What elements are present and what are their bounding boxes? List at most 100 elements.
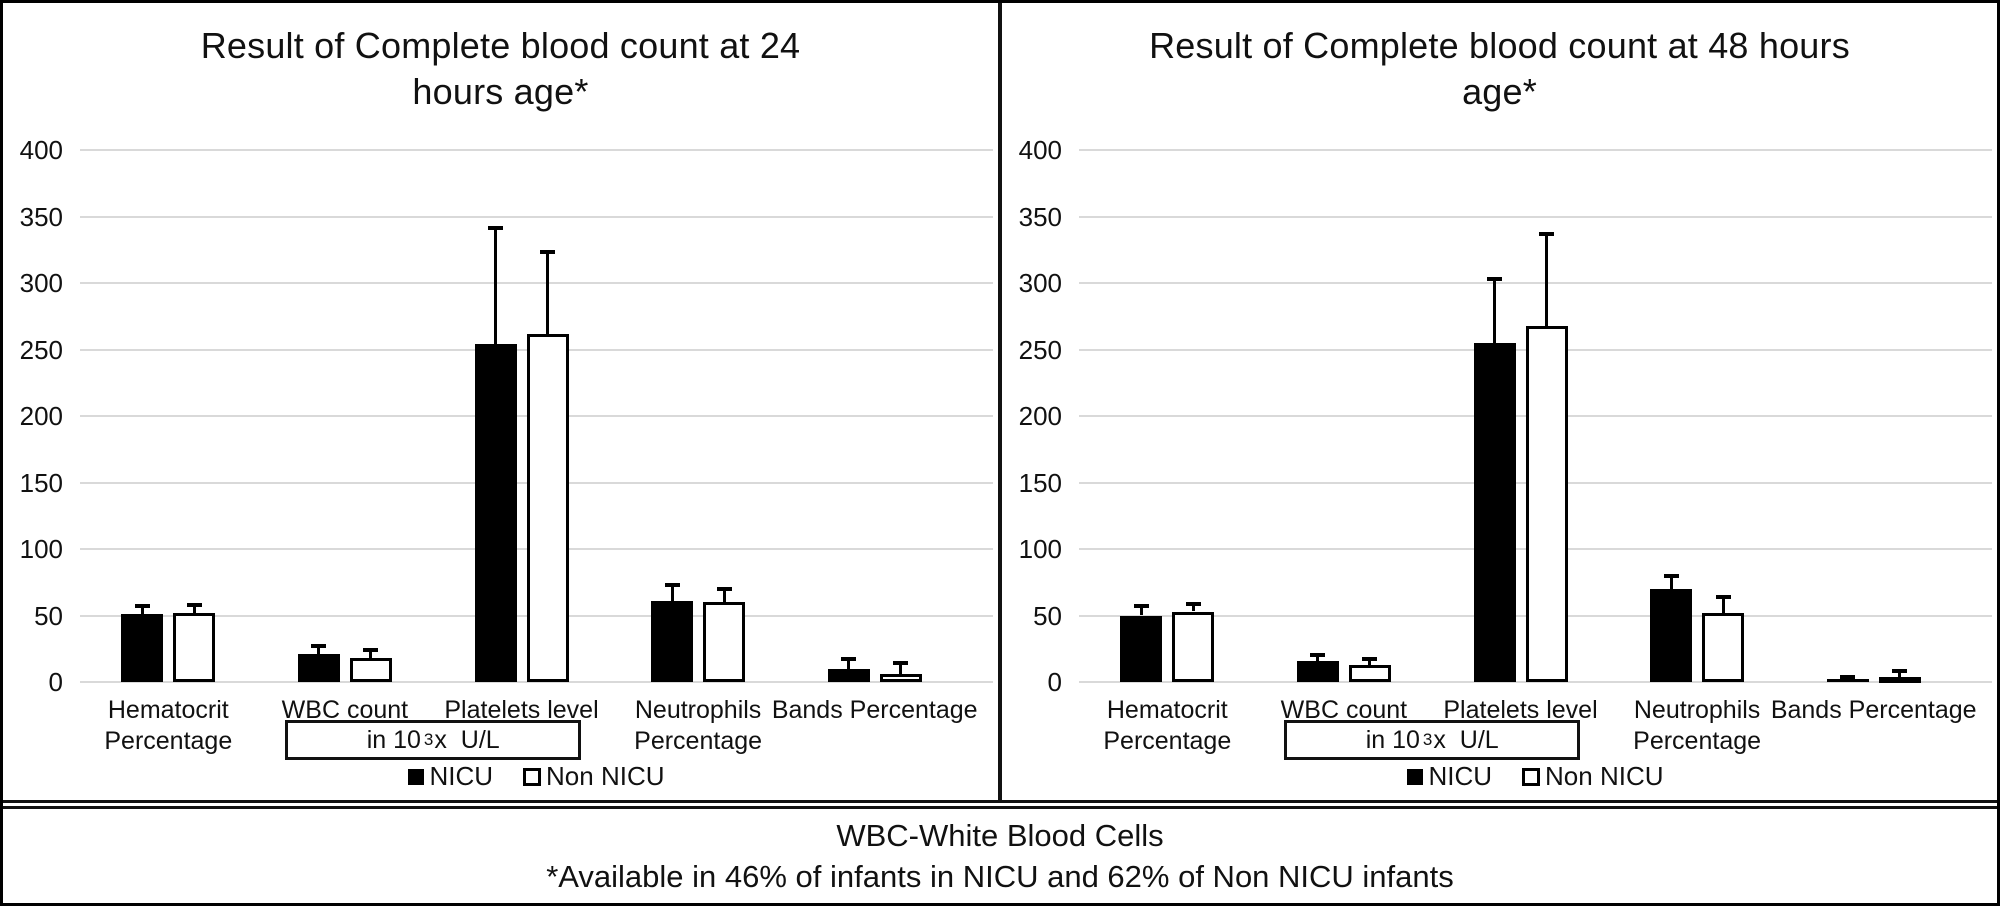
error-bar-line <box>140 606 144 615</box>
bar-non-nicu <box>703 602 746 682</box>
legend-non-nicu-label: Non NICU <box>1545 761 1664 791</box>
error-bar-cap <box>186 602 202 607</box>
x-category-label: WBC count <box>281 696 409 724</box>
error-bar-line <box>1898 671 1902 677</box>
footnote-abbreviation: WBC-White Blood Cells <box>836 818 1164 853</box>
error-bar-cap <box>1840 674 1856 679</box>
error-bar-line <box>369 650 373 659</box>
bar-non-nicu <box>879 674 922 682</box>
bar-nicu <box>1296 660 1339 682</box>
bar-non-nicu <box>173 612 216 682</box>
chart-24h-title: Result of Complete blood count at 24 hou… <box>3 23 998 115</box>
y-axis-tick-label: 100 <box>1018 534 1062 564</box>
gridline <box>80 215 993 218</box>
bar-non-nicu <box>1172 611 1215 682</box>
unit-text: in 10 <box>366 725 421 754</box>
bar-nicu <box>651 600 694 682</box>
error-bar-cap <box>1487 277 1502 281</box>
x-category-label: Neutrophils <box>634 696 762 724</box>
charts-row: Result of Complete blood count at 24 hou… <box>3 3 1997 803</box>
x-category-label: Platelets level <box>1443 696 1598 724</box>
unit-text: x U/L <box>434 725 500 754</box>
bar-non-nicu <box>1348 664 1391 682</box>
error-bar-line <box>1191 603 1195 612</box>
x-category-label: Percentage <box>634 727 763 755</box>
error-bar-cap <box>1663 573 1679 578</box>
error-bar-line <box>317 646 321 655</box>
error-bar-line <box>722 588 726 603</box>
legend-nicu-marker-icon <box>408 768 425 785</box>
gridline <box>1079 681 1992 683</box>
legend-item-non-nicu: Non NICU <box>523 761 665 792</box>
error-bar-line <box>670 584 674 601</box>
gridline <box>80 282 993 284</box>
error-bar-line <box>1545 233 1548 326</box>
error-bar-cap <box>1185 601 1201 606</box>
error-bar-cap <box>1362 657 1378 662</box>
error-bar-cap <box>1133 604 1149 609</box>
error-bar-line <box>1669 575 1673 589</box>
bar-nicu <box>1826 679 1869 682</box>
y-axis-tick-label: 400 <box>1018 135 1062 165</box>
y-axis-tick-label: 0 <box>1047 667 1062 697</box>
gridline <box>1079 215 1992 218</box>
error-bar-line <box>546 252 549 334</box>
unit-annotation-box: in 10 3 x U/L <box>1284 720 1581 760</box>
error-bar-cap <box>841 657 857 662</box>
error-bar-cap <box>488 226 503 231</box>
frame-divider <box>3 803 1997 806</box>
y-axis-tick-label: 300 <box>19 268 63 298</box>
bar-nicu <box>297 654 340 682</box>
y-axis-tick-label: 200 <box>1018 401 1062 431</box>
y-axis-tick-label: 200 <box>19 401 63 431</box>
bar-nicu <box>827 668 870 682</box>
x-category-label: Platelets level <box>444 696 599 724</box>
chart-24h-panel: Result of Complete blood count at 24 hou… <box>3 3 1002 800</box>
legend-nicu-label: NICU <box>429 761 494 791</box>
error-bar-cap <box>540 250 555 255</box>
y-axis-tick-label: 100 <box>19 534 63 564</box>
chart-title-line: hours age* <box>412 71 589 112</box>
chart-title-line: Result of Complete blood count at 48 hou… <box>1149 25 1850 66</box>
bar-non-nicu <box>1702 612 1745 682</box>
x-category-label: Percentage <box>104 727 233 755</box>
bar-non-nicu <box>526 333 569 682</box>
error-bar-line <box>899 663 903 674</box>
error-bar-cap <box>893 661 909 666</box>
y-axis-tick-label: 50 <box>1033 600 1062 631</box>
y-axis-tick-label: 350 <box>1018 201 1062 232</box>
error-bar-line <box>1493 279 1496 343</box>
error-bar-line <box>1368 659 1372 665</box>
unit-text: x U/L <box>1433 725 1499 754</box>
x-category-label: Percentage <box>1103 727 1232 755</box>
chart-48h-plot-area: 400 350 300 250 200 150 100 50 0 Hematocrit Percen… <box>1002 3 1997 800</box>
legend-non-nicu-marker-icon <box>1522 767 1541 786</box>
gridline <box>80 681 993 683</box>
error-bar-cap <box>664 582 680 587</box>
y-axis-tick-label: 50 <box>34 600 63 631</box>
chart-title-line: Result of Complete blood count at 24 <box>200 25 801 66</box>
bar-non-nicu <box>1525 325 1568 682</box>
chart-48h-panel: Result of Complete blood count at 48 hou… <box>1002 3 1997 800</box>
legend: NICU Non NICU <box>1079 761 1992 792</box>
x-category-label: Bands Percentage <box>771 696 978 724</box>
bar-nicu <box>1650 588 1693 682</box>
y-axis-tick-label: 300 <box>1018 268 1062 298</box>
y-axis-tick-label: 150 <box>1018 467 1062 498</box>
gridline <box>80 149 993 151</box>
error-bar-cap <box>716 586 732 591</box>
legend-item-nicu: NICU <box>1407 761 1492 792</box>
error-bar-cap <box>1715 594 1731 599</box>
legend-nicu-marker-icon <box>1407 768 1424 785</box>
error-bar-cap <box>1539 231 1554 236</box>
error-bar-cap <box>134 604 150 609</box>
error-bar-line <box>847 659 851 669</box>
error-bar-cap <box>1310 653 1326 658</box>
x-category-label: Hematocrit <box>107 696 229 724</box>
x-category-label: Hematocrit <box>1106 696 1228 724</box>
footnote-box: WBC-White Blood Cells *Available in 46% … <box>3 806 1997 903</box>
bar-nicu <box>474 344 517 682</box>
y-axis-tick-label: 0 <box>48 667 63 697</box>
legend: NICU Non NICU <box>80 761 993 792</box>
